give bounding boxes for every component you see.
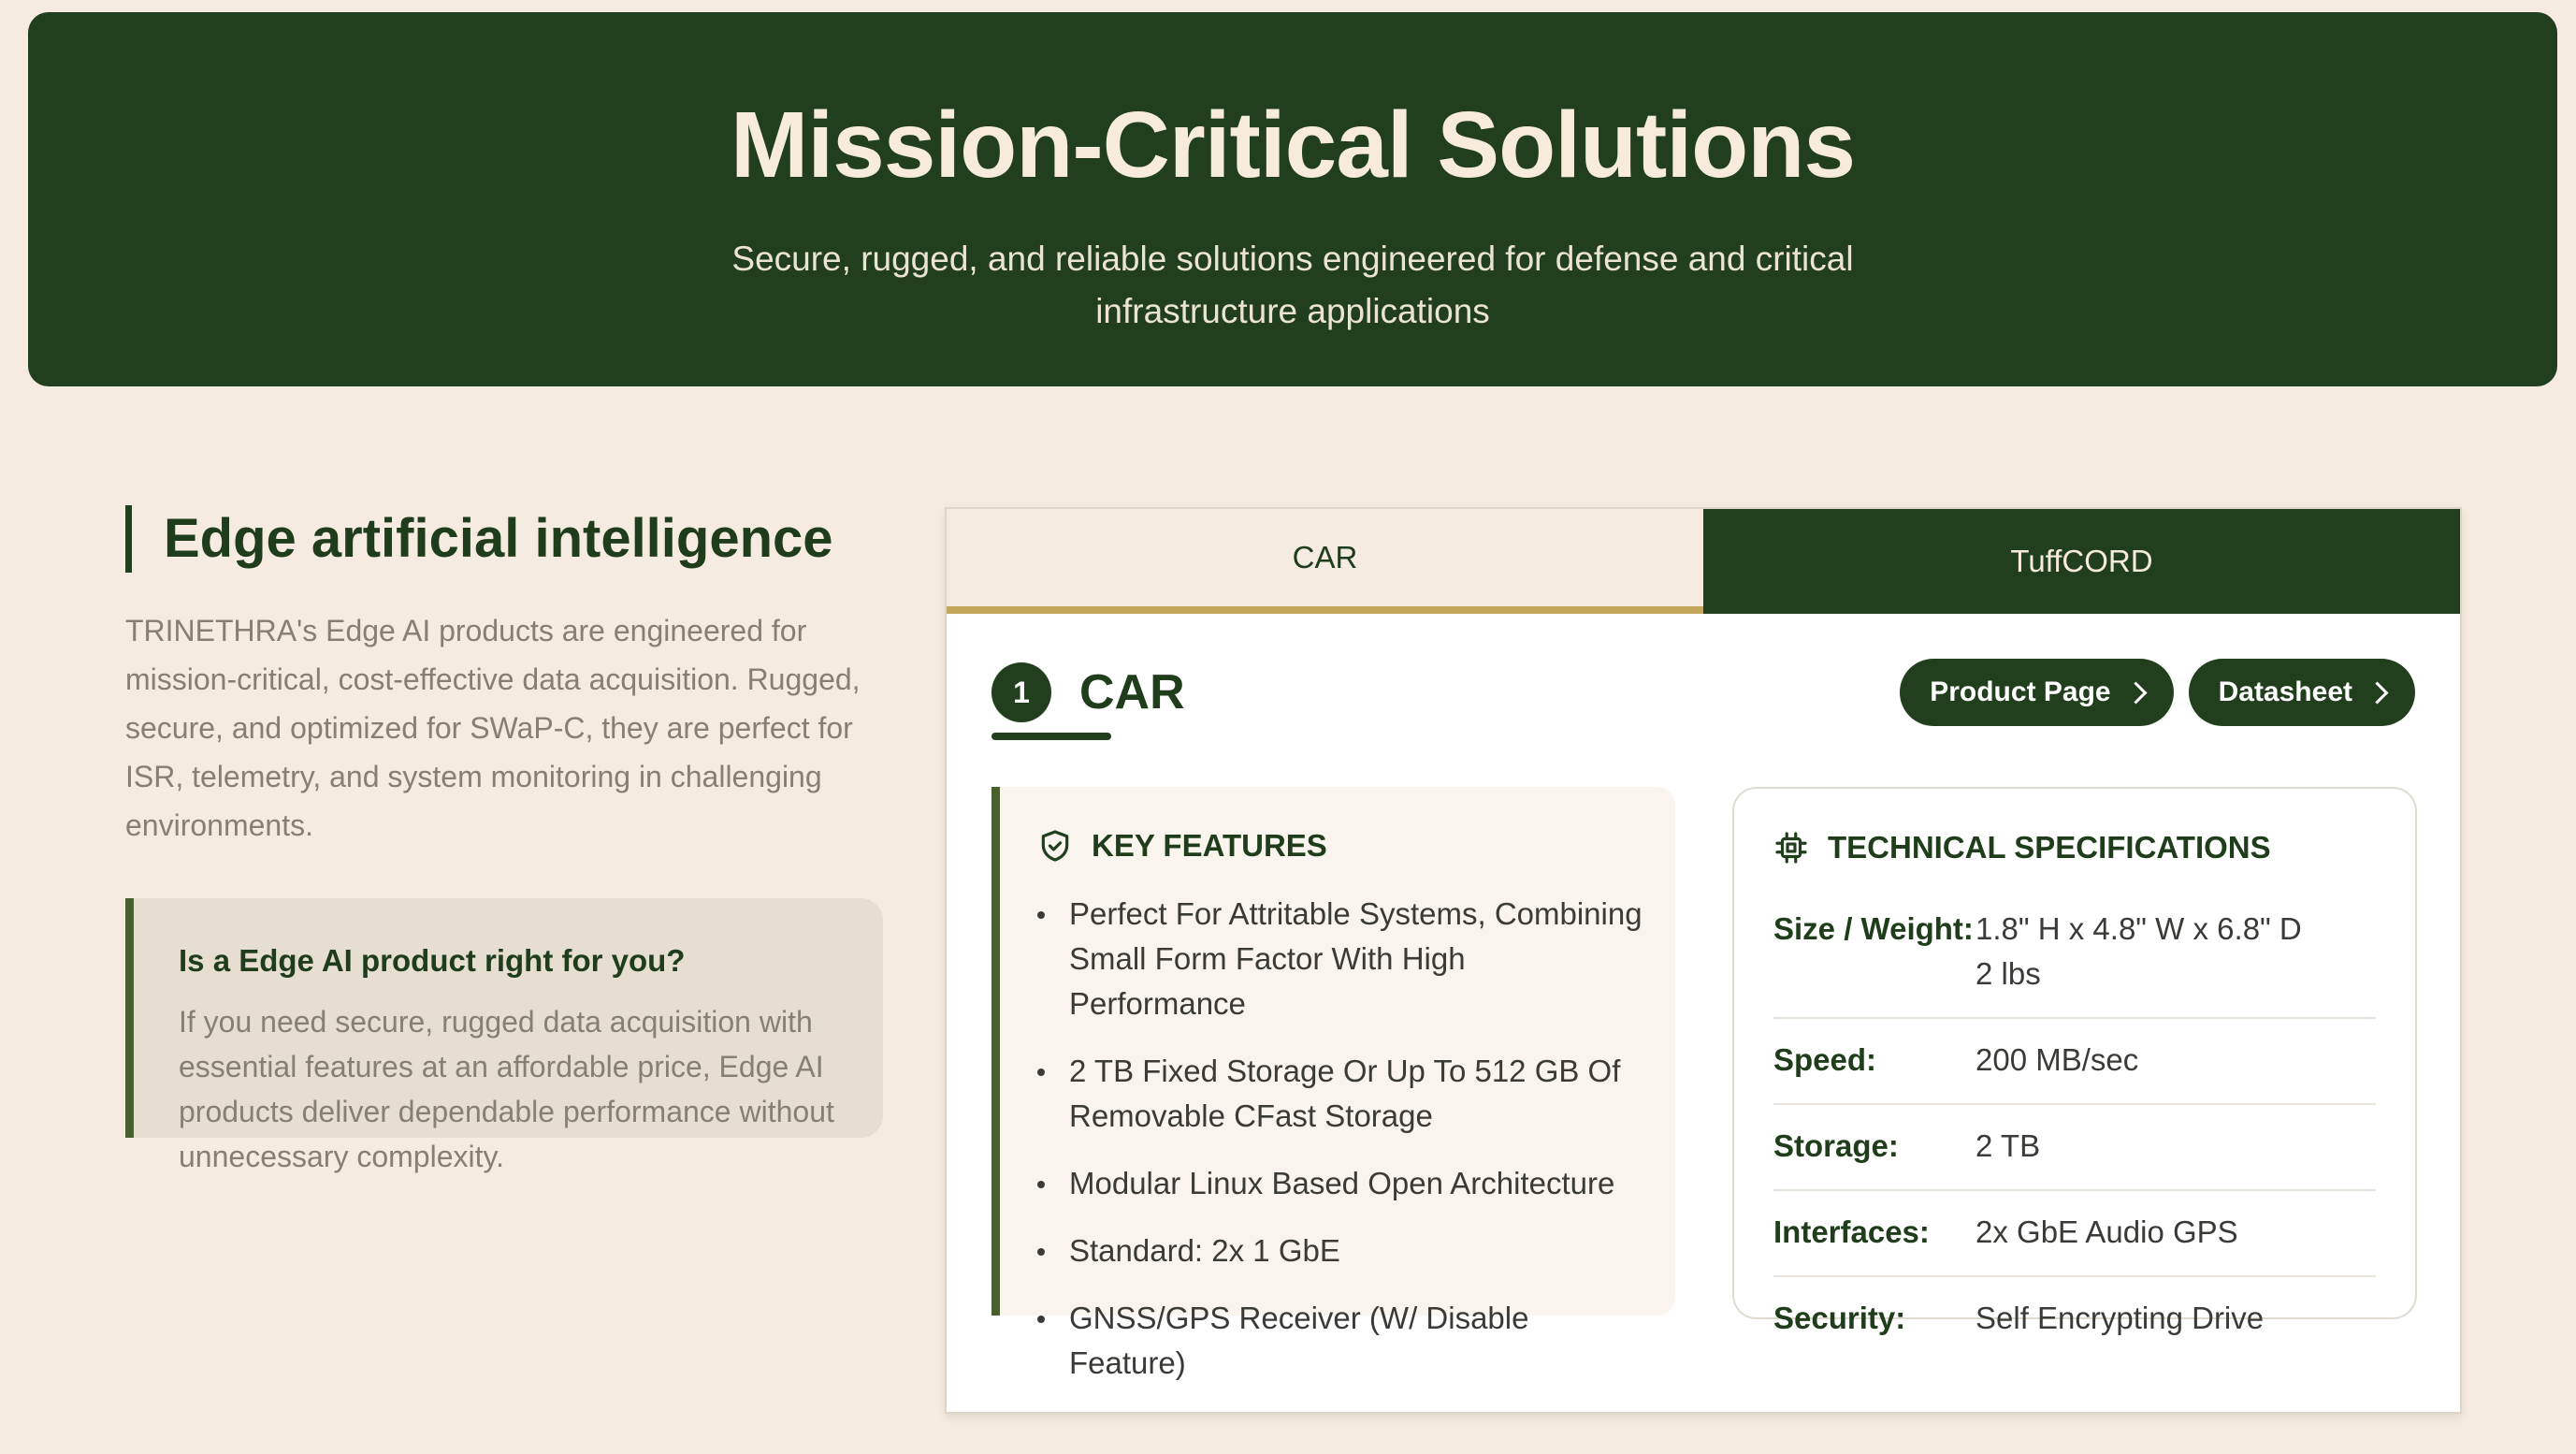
hero-subtitle: Secure, rugged, and reliable solutions e…: [731, 240, 1854, 330]
tab-tuffcord[interactable]: TuffCORD: [1703, 509, 2460, 614]
list-item: Perfect For Attritable Systems, Combinin…: [1037, 892, 1649, 1026]
table-row: Size / Weight: 1.8" H x 4.8" W x 6.8" D …: [1773, 899, 2376, 1019]
tech-specs-title: TECHNICAL SPECIFICATIONS: [1828, 830, 2271, 865]
spec-value: 2 TB: [1975, 1128, 2041, 1163]
spec-key: Size / Weight:: [1773, 911, 1974, 946]
list-item: Standard: 2x 1 GbE: [1037, 1229, 1649, 1273]
list-item: GNSS/GPS Receiver (W/ Disable Feature): [1037, 1296, 1649, 1386]
callout-title: Is a Edge AI product right for you?: [179, 943, 686, 978]
product-page-label: Product Page: [1930, 676, 2111, 707]
product-number-badge: 1: [991, 662, 1051, 722]
key-features-title: KEY FEATURES: [1092, 828, 1327, 863]
spec-value: 1.8" H x 4.8" W x 6.8" D 2 lbs: [1975, 907, 2302, 996]
chip-icon: [1775, 832, 1807, 864]
tech-specs-header: TECHNICAL SPECIFICATIONS: [1773, 830, 2271, 865]
intro-description: TRINETHRA's Edge AI products are enginee…: [125, 614, 861, 842]
table-row: Security: Self Encrypting Drive: [1773, 1277, 2376, 1361]
product-actions: Product Page Datasheet: [1900, 659, 2415, 726]
key-features-card: KEY FEATURES Perfect For Attritable Syst…: [991, 787, 1675, 1380]
spec-value: 2x GbE Audio GPS: [1975, 1214, 2238, 1249]
product-tabs: CAR TuffCORD: [947, 509, 2460, 614]
product-panel: CAR TuffCORD 1 CAR Product Page Datashee…: [945, 507, 2462, 1414]
datasheet-button[interactable]: Datasheet: [2188, 659, 2415, 726]
product-header: 1 CAR: [991, 662, 1185, 722]
feature-list: Perfect For Attritable Systems, Combinin…: [1037, 892, 1649, 1408]
spec-key: Security:: [1773, 1301, 1906, 1335]
spec-value-line: 1.8" H x 4.8" W x 6.8" D: [1975, 911, 2302, 946]
spec-key: Interfaces:: [1773, 1214, 1930, 1249]
chevron-right-icon: [2366, 680, 2389, 705]
key-features-header: KEY FEATURES: [1037, 828, 1327, 864]
callout-text: If you need secure, rugged data acquisit…: [179, 1005, 834, 1173]
spec-table: Size / Weight: 1.8" H x 4.8" W x 6.8" D …: [1773, 899, 2376, 1361]
callout-box: Is a Edge AI product right for you? If y…: [125, 898, 883, 1173]
spec-value-line: 2 lbs: [1975, 956, 2041, 991]
spec-key: Speed:: [1773, 1042, 1877, 1077]
list-item: 2 TB Fixed Storage Or Up To 512 GB Of Re…: [1037, 1049, 1649, 1139]
intro-section: Edge artificial intelligence TRINETHRA's…: [125, 505, 883, 1173]
list-item: Modular Linux Based Open Architecture: [1037, 1161, 1649, 1206]
chevron-right-icon: [2124, 680, 2148, 705]
spec-value: Self Encrypting Drive: [1975, 1301, 2265, 1335]
hero-title: Mission-Critical Solutions: [731, 93, 1856, 197]
hero-banner: Mission-Critical Solutions Secure, rugge…: [28, 12, 2557, 386]
product-name-underline: [991, 733, 1111, 740]
spec-value: 200 MB/sec: [1975, 1042, 2139, 1077]
spec-key: Storage:: [1773, 1128, 1899, 1163]
tech-specs-card: TECHNICAL SPECIFICATIONS Size / Weight: …: [1732, 787, 2417, 1335]
table-row: Storage: 2 TB: [1773, 1105, 2376, 1191]
tab-car[interactable]: CAR: [947, 509, 1703, 614]
shield-check-icon: [1041, 830, 1069, 862]
table-row: Interfaces: 2x GbE Audio GPS: [1773, 1191, 2376, 1277]
table-row: Speed: 200 MB/sec: [1773, 1019, 2376, 1105]
product-name: CAR: [1079, 665, 1185, 720]
intro-title: Edge artificial intelligence: [125, 505, 883, 573]
product-page-button[interactable]: Product Page: [1900, 659, 2174, 726]
datasheet-label: Datasheet: [2218, 676, 2352, 707]
